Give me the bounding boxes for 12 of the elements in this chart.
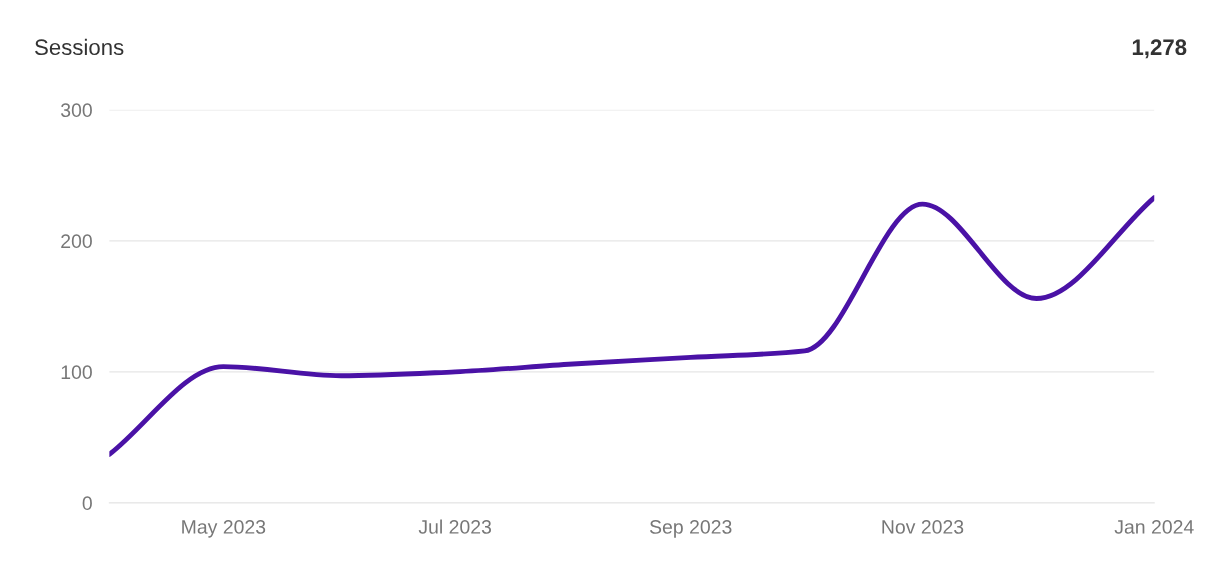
- y-tick-label: 0: [82, 496, 92, 511]
- y-tick-label: 100: [61, 365, 92, 380]
- chart-title: Sessions: [35, 38, 124, 56]
- line-series: [109, 195, 1155, 457]
- y-tick-label: 300: [60, 103, 92, 118]
- y-tick-label: 200: [61, 234, 92, 249]
- x-tick-label: Jul 2023: [418, 519, 492, 534]
- x-tick-label: May 2023: [182, 520, 266, 538]
- x-tick-label: Sep 2023: [649, 520, 732, 538]
- x-tick-label: Jan 2024: [1114, 520, 1194, 534]
- text: 1,278: [1132, 39, 1187, 59]
- x-tick-label: Nov 2023: [882, 520, 964, 534]
